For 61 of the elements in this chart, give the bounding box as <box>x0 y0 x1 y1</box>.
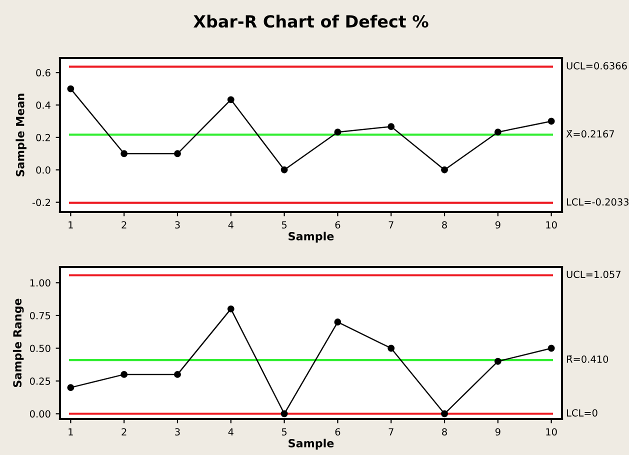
ref-line-label: LCL=0 <box>566 409 598 417</box>
x-tick-label: 9 <box>495 221 500 229</box>
point <box>280 410 288 418</box>
point <box>227 96 234 104</box>
x-tick-label: 8 <box>442 221 447 229</box>
point <box>494 128 502 136</box>
point <box>174 150 181 158</box>
point <box>280 166 288 174</box>
y-tick-label: 0.2 <box>36 134 50 142</box>
x-tick-label: 6 <box>335 428 340 436</box>
ref-line-label: R̄=0.410 <box>566 355 608 363</box>
point <box>120 370 128 378</box>
point <box>388 123 395 130</box>
y-tick-label: 0.0 <box>36 166 50 174</box>
x-tick-label: 3 <box>175 428 180 436</box>
ref-line-label: UCL=1.057 <box>566 270 620 278</box>
y-tick-label: 1.00 <box>30 279 50 287</box>
x-tick-label: 2 <box>122 221 126 228</box>
x-tick-label: 1 <box>68 428 73 436</box>
y-tick-label: 0.6 <box>36 69 50 76</box>
y-axis-title: Sample Range <box>12 298 24 388</box>
x-tick-label: 9 <box>495 428 500 436</box>
point <box>441 410 448 418</box>
x-tick-label: 4 <box>228 221 234 228</box>
point <box>388 344 395 352</box>
point <box>67 85 74 92</box>
y-tick-label: 0.50 <box>30 344 50 352</box>
x-tick-label: 5 <box>282 428 287 436</box>
point <box>494 358 502 365</box>
x-tick-label: 5 <box>282 221 287 229</box>
ref-line-label: LCL=-0.2033 <box>566 198 629 206</box>
x-tick-label: 2 <box>122 428 126 436</box>
x-tick-label: 7 <box>388 428 394 436</box>
y-tick-label: -0.2 <box>32 198 50 206</box>
x-axis-title: Sample <box>288 438 334 450</box>
x-tick-label: 1 <box>68 221 73 228</box>
point <box>441 166 448 174</box>
ref-line-label: X̄=0.2167 <box>566 130 614 138</box>
point <box>227 305 234 312</box>
point <box>334 128 342 136</box>
x-tick-label: 4 <box>228 428 234 436</box>
point <box>548 344 555 352</box>
y-tick-label: 0.25 <box>30 377 50 385</box>
chart-title: Xbar-R Chart of Defect % <box>193 14 428 28</box>
point <box>548 118 555 125</box>
y-tick-label: 0.75 <box>30 312 50 320</box>
point <box>174 370 181 378</box>
x-tick-label: 6 <box>335 221 340 229</box>
point <box>120 150 128 158</box>
x-tick-label: 10 <box>546 221 557 229</box>
y-axis-title: Sample Mean <box>16 94 26 176</box>
y-tick-label: 0.00 <box>30 410 50 418</box>
ref-line-label: UCL=0.6366 <box>566 62 627 70</box>
x-axis-title: Sample <box>288 232 334 243</box>
x-tick-label: 8 <box>442 428 447 436</box>
point <box>334 318 342 326</box>
point <box>67 384 74 392</box>
x-tick-label: 3 <box>175 221 180 229</box>
y-tick-label: 0.4 <box>36 101 50 109</box>
x-tick-label: 7 <box>388 221 394 228</box>
x-tick-label: 10 <box>546 428 557 436</box>
